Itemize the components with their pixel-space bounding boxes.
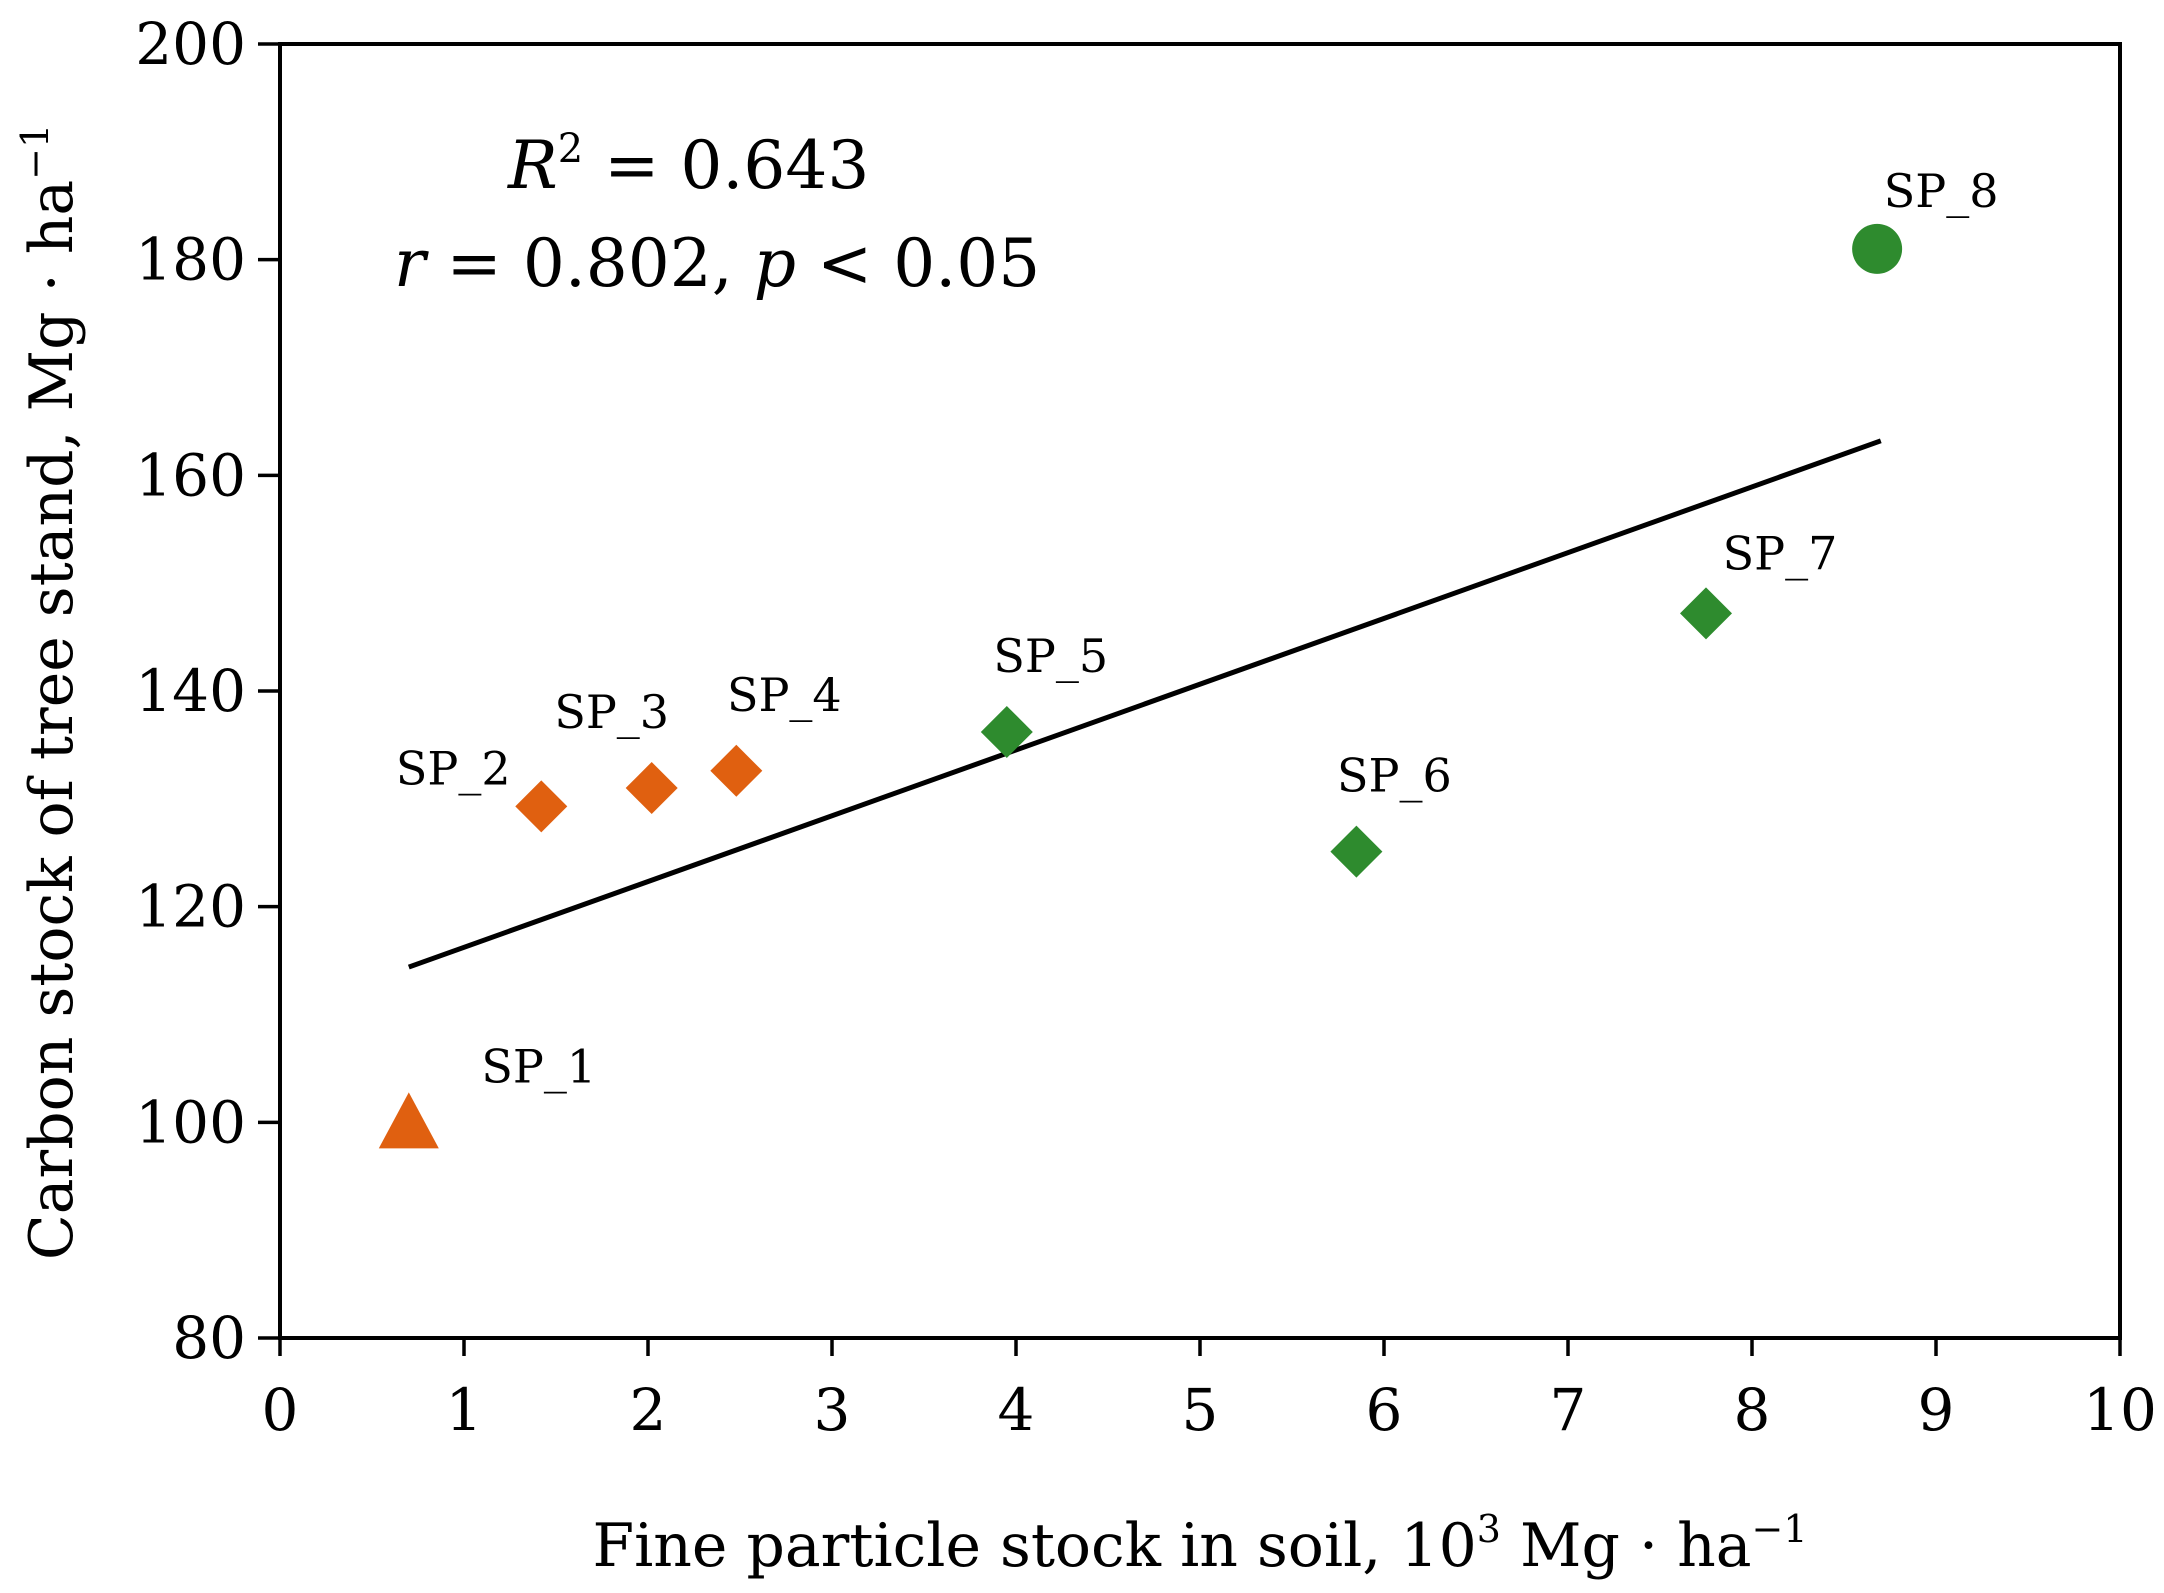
point-sp-3: [625, 762, 678, 815]
x-tick-label: 0: [262, 1376, 299, 1444]
r-squared-superscript: 2: [558, 126, 583, 172]
x-tick-label: 10: [2083, 1376, 2157, 1444]
y-tick-label: 200: [135, 10, 246, 78]
point-label: SP_6: [1337, 749, 1452, 803]
point-label: SP_4: [727, 668, 842, 722]
point-sp-8: [1852, 223, 1903, 274]
r-value: = 0.802,: [426, 225, 754, 302]
point-label: SP_1: [481, 1039, 596, 1093]
x-axis-title-unit: Mg · ha: [1501, 1511, 1752, 1581]
point-sp-7: [1680, 587, 1732, 640]
point-label: SP_7: [1723, 526, 1838, 580]
y-tick-label: 120: [135, 873, 246, 941]
y-tick-label: 100: [135, 1088, 246, 1156]
x-tick-label: 3: [814, 1376, 851, 1444]
p-value: < 0.05: [796, 225, 1040, 302]
point-label: SP_5: [993, 629, 1108, 683]
x-axis-title-superscript: 3: [1477, 1507, 1501, 1551]
x-tick-label: 8: [1734, 1376, 1771, 1444]
x-tick-label: 5: [1182, 1376, 1219, 1444]
point-sp-4: [710, 744, 763, 797]
point-sp-6: [1330, 825, 1383, 878]
y-tick-label: 160: [135, 441, 246, 509]
y-axis-title: Carbon stock of tree stand, Mg · ha−1: [13, 124, 87, 1260]
x-axis-title-unit-superscript: −1: [1752, 1507, 1808, 1551]
x-tick-label: 4: [998, 1376, 1035, 1444]
point-sp-5: [980, 705, 1033, 758]
trendline: [407, 438, 1882, 970]
y-tick-label: 140: [135, 657, 246, 725]
x-axis-title-main: Fine particle stock in soil, 10: [592, 1511, 1476, 1581]
p-variable: p: [754, 225, 796, 302]
trendline-layer: [407, 438, 1882, 970]
x-tick-label: 9: [1918, 1376, 1955, 1444]
correlation-annotation: r = 0.802, p < 0.05: [394, 225, 1040, 302]
point-label: SP_2: [396, 741, 511, 795]
y-axis-title-main: Carbon stock of tree stand, Mg · ha: [17, 180, 87, 1260]
point-label: SP_3: [554, 685, 669, 739]
x-tick-label: 2: [630, 1376, 667, 1444]
r-squared-value: = 0.643: [583, 127, 869, 204]
x-tick-label: 6: [1366, 1376, 1403, 1444]
y-tick-label: 180: [135, 226, 246, 294]
y-tick-label: 80: [172, 1304, 246, 1372]
point-label: SP_8: [1884, 164, 1999, 218]
x-tick-label: 1: [446, 1376, 483, 1444]
axes-layer: 0 1 2 3 4 5 6 7 8 9 10 80 100 120 140 160 180 200: [135, 10, 2157, 1444]
x-tick-label: 7: [1550, 1376, 1587, 1444]
point-sp-2: [515, 780, 568, 833]
r-squared-variable: R: [507, 127, 558, 204]
r-variable: r: [394, 225, 429, 302]
r-squared-annotation: R2 = 0.643: [507, 126, 869, 204]
point-sp-1: [378, 1092, 439, 1149]
points-layer: SP_1 SP_2 SP_3 SP_4 SP_5 SP_6 SP_7 SP_8: [378, 164, 1999, 1149]
x-axis-title: Fine particle stock in soil, 103 Mg · ha…: [592, 1507, 1807, 1581]
y-axis-title-superscript: −1: [13, 124, 57, 180]
